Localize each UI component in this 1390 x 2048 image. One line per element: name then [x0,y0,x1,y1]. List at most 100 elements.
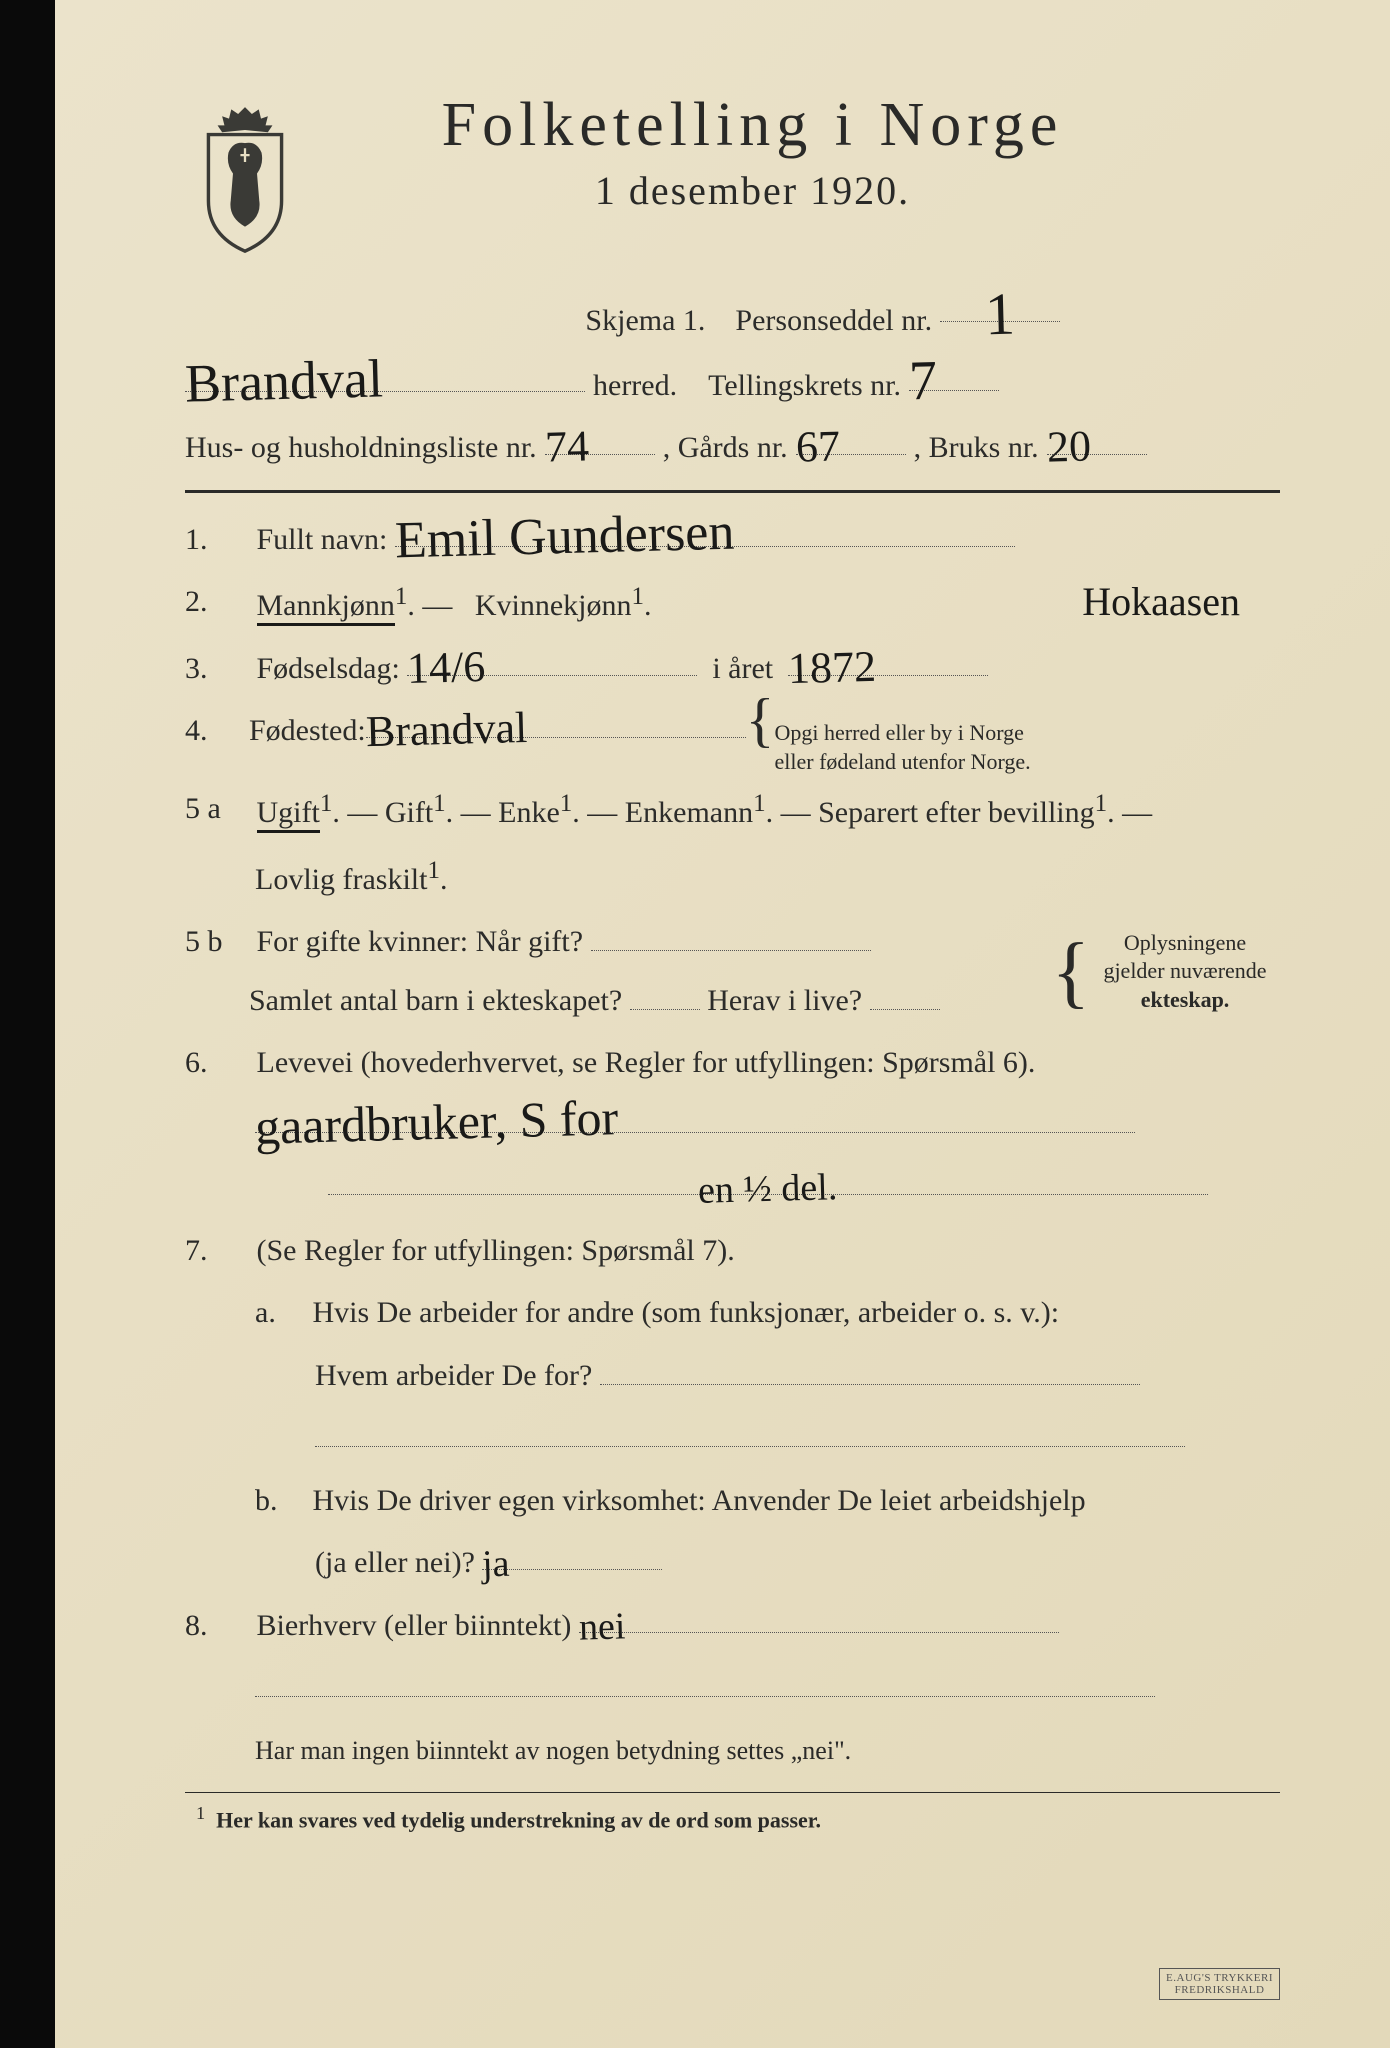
sup: 1 [320,790,333,817]
husliste-label: Hus- og husholdningsliste nr. [185,419,537,478]
foot-line: Har man ingen biinntekt av nogen betydni… [185,1726,1280,1777]
q5b-l2a: Samlet antal barn i ekteskapet? [185,984,622,1017]
q5a-opt2: Enke [498,796,560,829]
sup: 1 [427,857,440,884]
q7b-value: ja [482,1549,510,1580]
q7-label: (Se Regler for utfyllingen: Spørsmål 7). [257,1234,735,1267]
gards-label: , Gårds nr. [663,419,788,478]
husliste-nr: 74 [544,428,589,464]
q7a-blank [185,1409,1280,1468]
q4: 4. Fødested: Brandval { Opgi herred elle… [185,702,1280,776]
q2-dot: . [644,589,652,622]
q8-value: nei [579,1611,626,1643]
sup: 1 [1095,790,1108,817]
q5a-opt1: Gift [385,796,433,829]
q4-value: Brandval [365,710,527,749]
q4-note: Opgi herred eller by i Norge eller fødel… [774,719,1030,776]
q7b-l2: (ja eller nei)? [315,1546,475,1579]
q7: 7. (Se Regler for utfyllingen: Spørsmål … [185,1222,1280,1281]
q6-value1: gaardbruker, S for [255,1097,619,1146]
q3-year: 1872 [788,648,877,685]
q5a-opt0: Ugift [257,796,320,833]
q8: 8. Bierhverv (eller biinntekt) nei [185,1597,1280,1656]
q5a-cont: Lovlig fraskilt1. [185,847,1280,910]
brace-icon: { [746,705,775,735]
q2-num: 2. [185,573,249,632]
q5b-l2b: Herav i live? [707,984,862,1017]
bruks-nr: 20 [1046,428,1091,464]
sup: 1 [433,790,446,817]
q5b-num: 5 b [185,913,249,972]
gards-nr: 67 [795,428,840,464]
herred-value: Brandval [184,357,383,405]
q6: 6. Levevei (hovederhvervet, se Regler fo… [185,1034,1280,1093]
q8-num: 8. [185,1597,249,1656]
q1: 1. Fullt navn: Emil Gundersen Hokaasen [185,511,1280,570]
q8-label: Bierhverv (eller biinntekt) [257,1609,572,1642]
divider [185,490,1280,493]
personseddel-nr: 1 [984,290,1015,339]
q5a-opt4: Separert efter bevilling [818,796,1095,829]
q5b-note2: gjelder nuværende [1103,958,1266,983]
q5b-l1: For gifte kvinner: Når gift? [257,925,584,958]
q5b-note1: Oplysningene [1124,930,1246,955]
q2: 2. Mannkjønn1. — Kvinnekjønn1. [185,573,1280,636]
q7a-l2: Hvem arbeider De for? [315,1359,592,1392]
q5b: 5 b For gifte kvinner: Når gift? Samlet … [185,913,1280,1030]
q5a: 5 a Ugift1. — Gift1. — Enke1. — Enkemann… [185,780,1280,843]
q3-label: Fødselsdag: [257,652,400,685]
q7b-l1: Hvis De driver egen virksomhet: Anvender… [313,1484,1086,1517]
q4-num: 4. [185,702,249,761]
q6-label: Levevei (hovederhvervet, se Regler for u… [257,1046,1036,1079]
q2-sup2: 1 [631,583,644,610]
q5b-note3: ekteskap. [1141,987,1230,1012]
sub-title: 1 desember 1920. [345,167,1160,214]
tellingskrets-nr: 7 [908,358,937,404]
q5a-opt3: Enkemann [625,796,753,829]
q3: 3. Fødselsdag: 14/6 i året 1872 [185,640,1280,699]
q5b-note: Oplysningene gjelder nuværende ekteskap. [1090,929,1280,1015]
q7-num: 7. [185,1222,249,1281]
q1-value: Emil Gundersen [394,511,734,561]
sup: 1 [753,790,766,817]
row-skjema: Skjema 1. Personseddel nr. 1 [185,286,1280,351]
stamp-l1: E.AUG'S TRYKKERI [1166,1972,1273,1984]
herred-label: herred. [593,357,677,416]
personseddel-label: Personseddel nr. [735,304,932,337]
q6-val2: en ½ del. [185,1159,1280,1218]
foot-text: Her kan svares ved tydelig understreknin… [216,1808,821,1833]
bruks-label: , Bruks nr. [914,419,1039,478]
q2-mann: Mannkjønn [257,589,395,626]
divider-thin [185,1792,1280,1793]
q2-kvinne: Kvinnekjønn [475,589,632,622]
q4-label: Fødested: [249,702,366,761]
q2-sup1: 1 [395,583,408,610]
footnote: 1 Her kan svares ved tydelig understrekn… [185,1803,1280,1833]
q1-num: 1. [185,511,249,570]
q2-dash: . — [407,589,452,622]
q3-num: 3. [185,640,249,699]
document-page: Folketelling i Norge 1 desember 1920. Sk… [55,0,1390,2048]
q6-value2: en ½ del. [697,1172,837,1206]
q7a-num: a. [255,1284,305,1343]
q7a: a. Hvis De arbeider for andre (som funks… [185,1284,1280,1343]
q3-mid: i året [712,652,773,685]
sup: 1 [560,790,573,817]
q1-label: Fullt navn: [257,523,388,556]
q7b-num: b. [255,1472,305,1531]
brace-icon: { [1052,952,1090,992]
q5a-num: 5 a [185,780,249,839]
foot-sup: 1 [196,1803,205,1823]
row-hus: Hus- og husholdningsliste nr. 74 , Gårds… [185,419,1280,478]
q4-note1: Opgi herred eller by i Norge [774,720,1023,745]
q6-num: 6. [185,1034,249,1093]
q7a-2: Hvem arbeider De for? [185,1347,1280,1406]
tellingskrets-label: Tellingskrets nr. [708,357,901,416]
q4-note2: eller fødeland utenfor Norge. [774,749,1030,774]
q7b: b. Hvis De driver egen virksomhet: Anven… [185,1472,1280,1531]
q5a-opt5: Lovlig fraskilt [255,863,427,896]
main-title: Folketelling i Norge [345,90,1160,161]
printer-stamp: E.AUG'S TRYKKERI FREDRIKSHALD [1159,1968,1280,2000]
stamp-l2: FREDRIKSHALD [1175,1984,1265,1996]
skjema-label: Skjema 1. [585,304,705,337]
